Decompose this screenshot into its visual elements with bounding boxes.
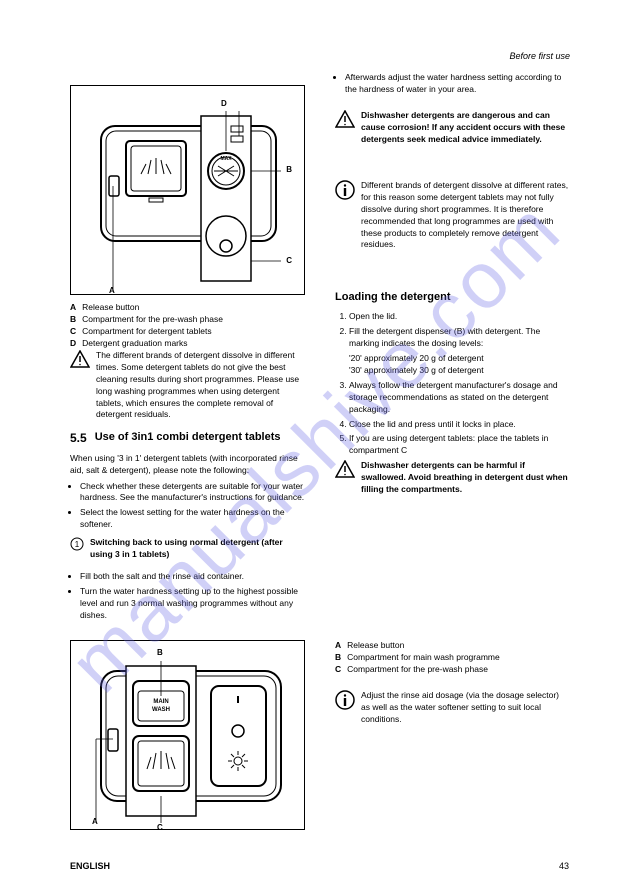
bullet-list-3in1: Check whether these detergents are suita… [70, 481, 305, 532]
step-circle-1-icon: 1 [70, 537, 84, 565]
callout-b-C: C [157, 822, 163, 833]
svg-text:MAX: MAX [220, 156, 232, 162]
list-item: Afterwards adjust the water hardness set… [345, 72, 570, 96]
legend-key: A [70, 302, 76, 312]
continue-bullet: Afterwards adjust the water hardness set… [335, 72, 570, 96]
list-item: If you are using detergent tablets: plac… [349, 433, 570, 457]
info-text-dissolve: Different brands of detergent dissolve a… [361, 180, 570, 251]
page-container: Before first use [0, 0, 629, 893]
section-number: 5.5 [70, 430, 87, 447]
legend-value: Release button [82, 302, 223, 314]
info-icon [335, 180, 355, 255]
svg-text:1: 1 [75, 540, 80, 549]
callout-b-A: A [92, 816, 98, 827]
legend-key: C [70, 326, 76, 336]
callout-a-D: D [221, 98, 227, 109]
list-item: Close the lid and press until it locks i… [349, 419, 570, 431]
warning-icon [70, 350, 90, 425]
footer-page-number: 43 [559, 860, 569, 873]
legend-value: Release button [347, 640, 500, 652]
figure-dispenser-a: MAX A D B C [70, 85, 305, 295]
svg-text:WASH: WASH [152, 707, 170, 713]
callout-a-B: B [286, 164, 292, 175]
warning-text-dissolve: The different brands of detergent dissol… [96, 350, 305, 421]
list-item: Open the lid. [349, 311, 570, 323]
legend-key: B [70, 314, 76, 324]
section-intro: When using '3 in 1' detergent tablets (w… [70, 453, 305, 477]
list-item: Select the lowest setting for the water … [80, 507, 305, 531]
callout-a-A: A [109, 285, 115, 296]
callout-a-C: C [286, 255, 292, 266]
bullet-list-switchback: Fill both the salt and the rinse aid con… [70, 571, 305, 622]
warning-icon [335, 460, 355, 500]
page-footer: ENGLISH 43 [70, 860, 569, 873]
loading-section-title: Loading the detergent [335, 290, 570, 305]
list-item: Turn the water hardness setting up to th… [80, 586, 305, 622]
list-item: Fill both the salt and the rinse aid con… [80, 571, 305, 583]
callout-b-B: B [157, 647, 163, 658]
legend-value: Compartment for the pre-wash phase [347, 664, 500, 676]
legend-value: Compartment for main wash programme [347, 652, 500, 664]
svg-text:MAIN: MAIN [153, 699, 168, 705]
list-item: Always follow the detergent manufacturer… [349, 380, 570, 416]
info-icon [335, 690, 355, 730]
section-title-3in1: Use of 3in1 combi detergent tablets [95, 430, 281, 447]
warning-icon [335, 110, 355, 150]
switching-back-heading: Switching back to using normal detergent… [90, 537, 305, 561]
legend-value: Detergent graduation marks [82, 338, 223, 350]
info-text-dosage: Adjust the rinse aid dosage (via the dos… [361, 690, 570, 726]
warning-text-swallowed: Dishwasher detergents can be harmful if … [361, 460, 570, 496]
dosing-line: '20' approximately 20 g of detergent [349, 353, 570, 365]
legend-key: D [70, 338, 76, 348]
legend-value: Compartment for the pre-wash phase [82, 314, 223, 326]
legend-key: B [335, 652, 341, 662]
dosing-line: '30' approximately 30 g of detergent [349, 365, 570, 377]
step-text: Fill the detergent dispenser (B) with de… [349, 326, 540, 348]
loading-steps: Open the lid. Fill the detergent dispens… [335, 311, 570, 457]
legend-key: A [335, 640, 341, 650]
legend-key: C [335, 664, 341, 674]
footer-language: ENGLISH [70, 860, 110, 873]
page-heading: Before first use [335, 50, 570, 63]
legend-a-table: A Release button B Compartment for the pre… [70, 302, 223, 350]
warning-text-corrosion: Dishwasher detergents are dangerous and … [361, 110, 570, 146]
figure-dispenser-b: MAIN WASH [70, 640, 305, 830]
legend-b-table: A Release button B Compartment for main wa… [335, 640, 500, 676]
list-item: Fill the detergent dispenser (B) with de… [349, 326, 570, 377]
legend-value: Compartment for detergent tablets [82, 326, 223, 338]
list-item: Check whether these detergents are suita… [80, 481, 305, 505]
